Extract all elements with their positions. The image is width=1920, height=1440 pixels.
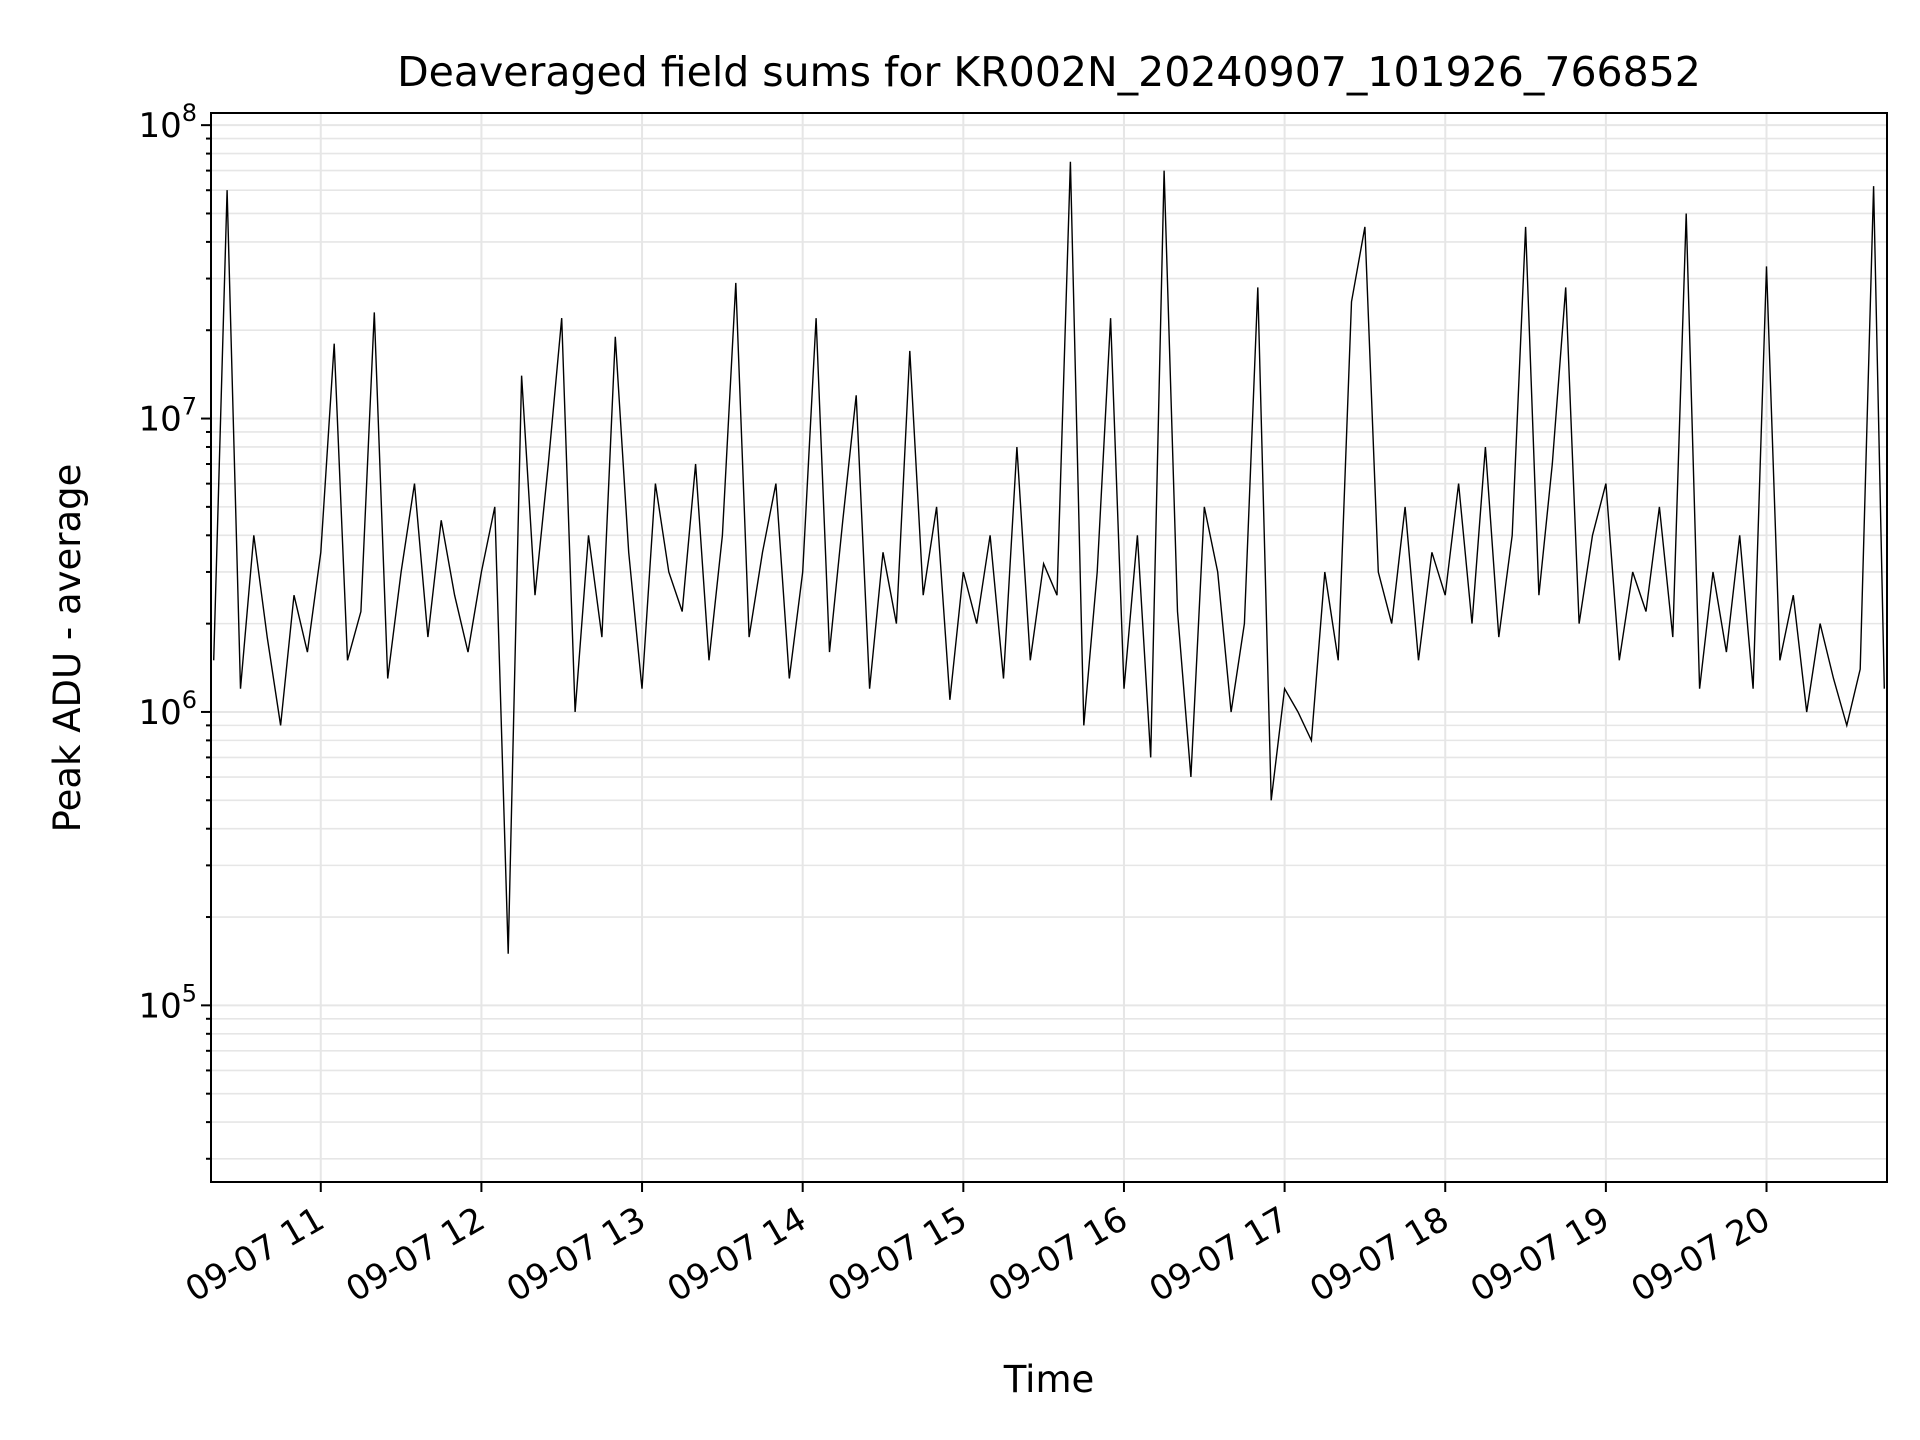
- x-axis-label: Time: [1003, 1358, 1095, 1401]
- y-tick-label: 107: [138, 393, 197, 440]
- chart-title: Deaveraged field sums for KR002N_2024090…: [397, 48, 1701, 96]
- plot-frame: [210, 112, 1888, 1183]
- x-tick-label: 09-07 14: [661, 1199, 813, 1310]
- series-line: [213, 161, 1885, 954]
- y-tick-base: 10: [138, 400, 181, 440]
- x-tick-label: 09-07 15: [821, 1199, 973, 1310]
- y-tick-exponent: 8: [182, 99, 197, 127]
- y-tick-base: 10: [138, 693, 181, 733]
- y-tick-exponent: 7: [182, 393, 197, 421]
- y-tick-label: 108: [138, 99, 197, 146]
- x-tick-label: 09-07 16: [982, 1199, 1134, 1310]
- plot-area: [213, 161, 1885, 954]
- x-tick-label: 09-07 11: [179, 1199, 331, 1310]
- y-tick-base: 10: [138, 986, 181, 1026]
- grid-layer: [211, 113, 1887, 1182]
- x-tick-label: 09-07 19: [1464, 1199, 1616, 1310]
- x-tick-label: 09-07 12: [340, 1199, 492, 1310]
- x-tick-label: 09-07 17: [1143, 1199, 1295, 1310]
- y-axis-label: Peak ADU - average: [46, 464, 89, 833]
- x-tick-label: 09-07 18: [1303, 1199, 1455, 1310]
- y-tick-exponent: 6: [182, 686, 197, 714]
- y-tick-exponent: 5: [182, 979, 197, 1007]
- y-tick-label: 105: [138, 979, 197, 1026]
- y-tick-base: 10: [138, 106, 181, 146]
- x-axis: 09-07 11 09-07 12 09-07 13 09-07 14 09-07 15…: [179, 1182, 1777, 1310]
- x-tick-label: 09-07 13: [500, 1199, 652, 1310]
- x-tick-label: 09-07 20: [1625, 1199, 1777, 1310]
- y-tick-label: 106: [138, 686, 197, 733]
